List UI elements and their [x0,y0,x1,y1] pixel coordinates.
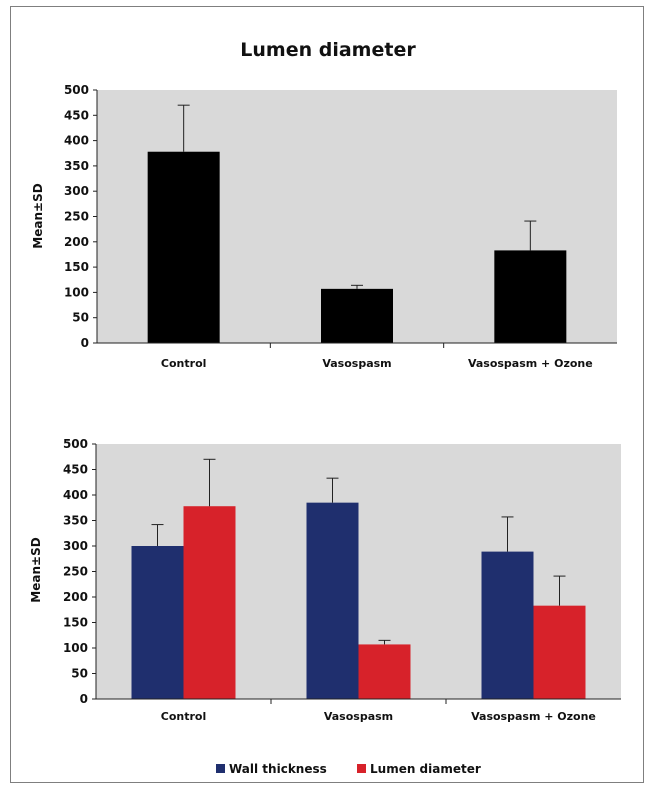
y-axis: 0 50 100 150 200 250 300 350 400 450 500 [64,83,98,350]
y-tick-label: 250 [63,565,88,579]
legend-swatch-lumen-diameter [357,764,366,773]
y-tick-label: 0 [81,336,89,350]
y-tick-label: 100 [64,285,89,299]
legend-label-wall-thickness: Wall thickness [229,762,327,776]
x-tick-label: Vasospasm + Ozone [468,357,593,370]
bar [481,551,534,699]
x-axis: Control Vasospasm Vasospasm + Ozone [96,698,621,723]
y-tick-label: 50 [71,667,88,681]
x-tick-label: Control [161,357,206,370]
y-axis-label: Mean±SD [31,183,45,248]
x-tick-label: Vasospasm [322,357,391,370]
y-tick-label: 0 [80,692,88,706]
chart-wall-vs-lumen: Mean±SD 0 50 100 150 200 250 300 350 400 450 500 C… [29,437,621,723]
y-tick-label: 300 [64,184,89,198]
y-tick-label: 400 [64,134,89,148]
bar [494,250,567,343]
figure-svg: Lumen diameter Mean±SD 0 50 100 150 200 250 30… [29,39,621,776]
y-tick-label: 500 [63,437,88,451]
y-tick-label: 250 [64,210,89,224]
y-tick-label: 350 [63,514,88,528]
bar [321,288,393,343]
y-tick-label: 300 [63,539,88,553]
legend: Wall thickness Lumen diameter [216,762,481,776]
bars [147,104,567,343]
y-tick-label: 100 [63,641,88,655]
y-tick-label: 50 [72,311,89,325]
y-tick-label: 150 [63,616,88,630]
chart-lumen-diameter: Lumen diameter Mean±SD 0 50 100 150 200 250 30… [31,39,617,370]
y-tick-label: 200 [64,235,89,249]
y-tick-label: 450 [63,463,88,477]
y-tick-label: 450 [64,108,89,122]
bar [358,644,411,699]
x-tick-label: Vasospasm + Ozone [471,710,596,723]
y-tick-label: 400 [63,488,88,502]
bar [533,605,586,699]
bar [183,506,236,699]
bar [306,502,359,699]
legend-swatch-wall-thickness [216,764,225,773]
y-tick-label: 350 [64,159,89,173]
y-axis: 0 50 100 150 200 250 300 350 400 450 500 [63,437,97,706]
x-tick-label: Control [161,710,206,723]
y-tick-label: 500 [64,83,89,97]
bars [131,458,586,699]
bar [147,151,220,343]
legend-label-lumen-diameter: Lumen diameter [370,762,481,776]
y-tick-label: 150 [64,260,89,274]
y-tick-label: 200 [63,590,88,604]
x-axis: Control Vasospasm Vasospasm + Ozone [97,342,617,370]
bar [131,546,184,699]
y-axis-label: Mean±SD [29,537,43,602]
chart-title: Lumen diameter [240,39,416,61]
x-tick-label: Vasospasm [324,710,393,723]
figure-frame: Lumen diameter Mean±SD 0 50 100 150 200 250 30… [10,6,644,783]
